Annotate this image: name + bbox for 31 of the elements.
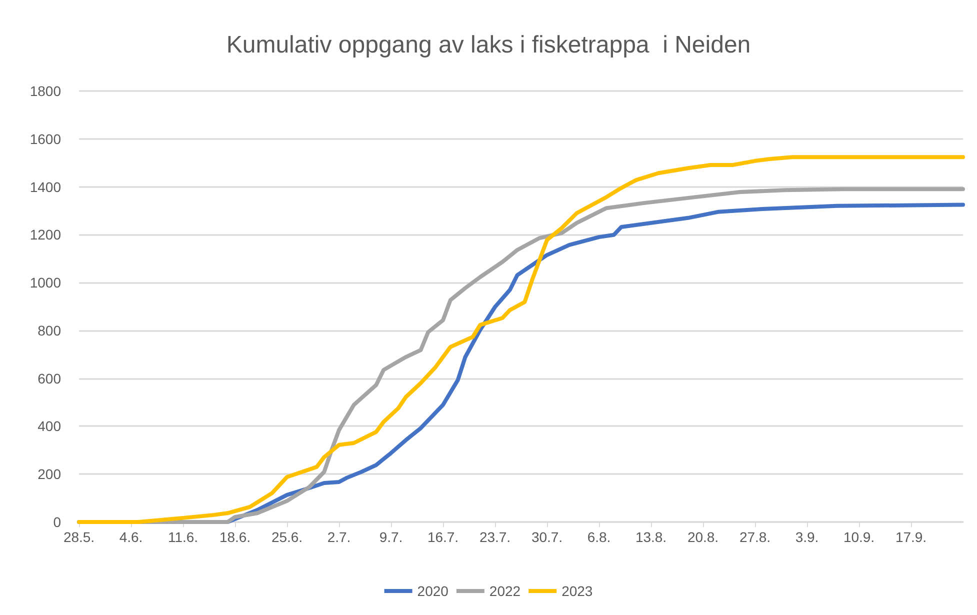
x-tick-label: 6.8. [587, 529, 611, 545]
x-tick-label: 2.7. [327, 529, 351, 545]
y-tick-label: 1800 [30, 83, 62, 99]
x-tick-label: 11.6. [168, 529, 198, 545]
x-tick-label: 25.6. [271, 529, 303, 545]
x-tick-label: 20.8. [687, 529, 719, 545]
y-tick-label: 1200 [30, 226, 62, 243]
y-tick-label: 800 [38, 322, 62, 338]
y-tick-label: 1600 [30, 130, 62, 147]
y-tick-label: 400 [38, 418, 62, 434]
x-tick-label: 28.5. [63, 529, 95, 545]
legend-label: 2020 [417, 583, 449, 599]
x-tick-label: 23.7. [479, 529, 511, 545]
x-tick-label: 18.6. [219, 529, 251, 545]
x-tick-label: 27.8. [739, 529, 771, 545]
legend-label: 2023 [562, 583, 593, 599]
x-tick-label: 17.9. [895, 529, 927, 545]
y-tick-label: 1000 [30, 274, 62, 291]
y-tick-label: 200 [38, 466, 62, 482]
legend-label: 2022 [489, 583, 521, 599]
x-tick-label: 4.6. [119, 529, 143, 545]
x-tick-label: 16.7. [427, 529, 459, 545]
x-tick-label: 3.9. [795, 529, 819, 545]
x-tick-label: 9.7. [379, 529, 403, 545]
y-tick-label: 0 [53, 514, 62, 530]
y-tick-label: 600 [38, 370, 62, 386]
y-tick-label: 1400 [30, 178, 62, 195]
x-tick-label: 30.7. [531, 529, 563, 545]
chart-title: Kumulativ oppgang av laks i fisketrappa i Neiden [226, 32, 751, 58]
x-tick-label: 10.9. [843, 529, 875, 545]
x-tick-label: 13.8. [635, 529, 667, 545]
